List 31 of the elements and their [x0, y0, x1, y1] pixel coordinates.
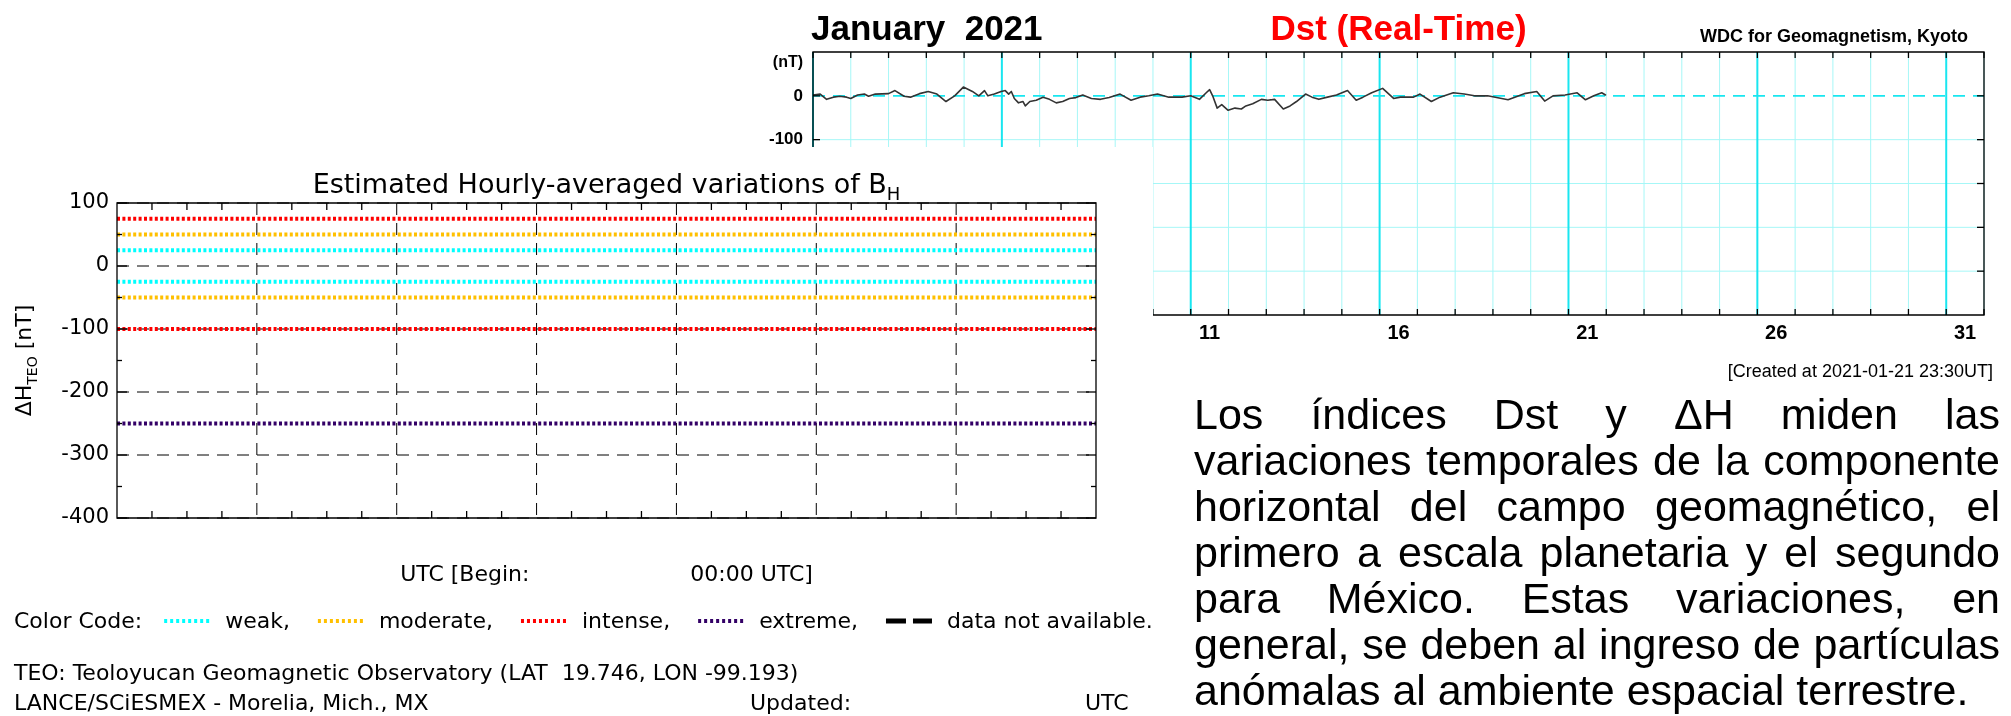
x-tick-label: 21 — [1576, 320, 1599, 343]
text: Updated: — [750, 690, 852, 715]
y-axis-title: (nT) — [772, 53, 803, 70]
text: LANCE/SCiESMEX - Morelia, Mich., MX — [14, 690, 429, 715]
text: WDC for Geomagnetism, Kyoto — [1699, 26, 1968, 46]
text: UTC — [1085, 690, 1129, 715]
x-tick-label: 31 — [1953, 320, 1977, 343]
legend-label: moderate, — [378, 608, 493, 633]
y-tick-label: 100 — [68, 189, 109, 214]
y-axis-title: ΔHTEO [nT] — [11, 304, 40, 417]
legend-label: extreme, — [759, 608, 858, 633]
text: [Created at 2021-01-21 23:30UT] — [1727, 361, 1994, 381]
chart-subtitle: January 2021 — [811, 8, 1043, 47]
x-axis-title: UTC [Begin: 00:00 UTC] — [400, 561, 813, 586]
y-tick-label: 0 — [95, 252, 109, 277]
y-tick-label: -300 — [61, 441, 109, 466]
text: TEO: Teoloyucan Geomagnetic Observatory (LAT 19.746, LON -99.193) — [13, 660, 799, 685]
x-tick-label: 11 — [1199, 320, 1221, 343]
text: Los índices Dst y ΔH miden las variaciones temporales de la componente horizontal del campo geomagnético, el primero a escala planetaria y el segundo para México. Estas variaciones, en general, se deben al ingreso de partículas anómalas al ambiente espacial terrestre. — [1194, 390, 2000, 714]
y-tick-label: -100 — [768, 129, 803, 149]
chart-title: Dst (Real-Time) — [1270, 8, 1527, 47]
legend-label: weak, — [225, 608, 290, 633]
y-tick-label: -200 — [61, 378, 109, 403]
y-tick-label: 0 — [793, 85, 803, 105]
x-tick-label: 16 — [1387, 320, 1410, 343]
y-tick-label: -100 — [61, 315, 109, 340]
legend-label: data not available. — [946, 608, 1153, 633]
legend-label: intense, — [581, 608, 671, 633]
y-tick-label: -400 — [61, 504, 109, 529]
legend-title: Color Code: — [14, 608, 143, 633]
x-tick-label: 26 — [1765, 320, 1788, 343]
